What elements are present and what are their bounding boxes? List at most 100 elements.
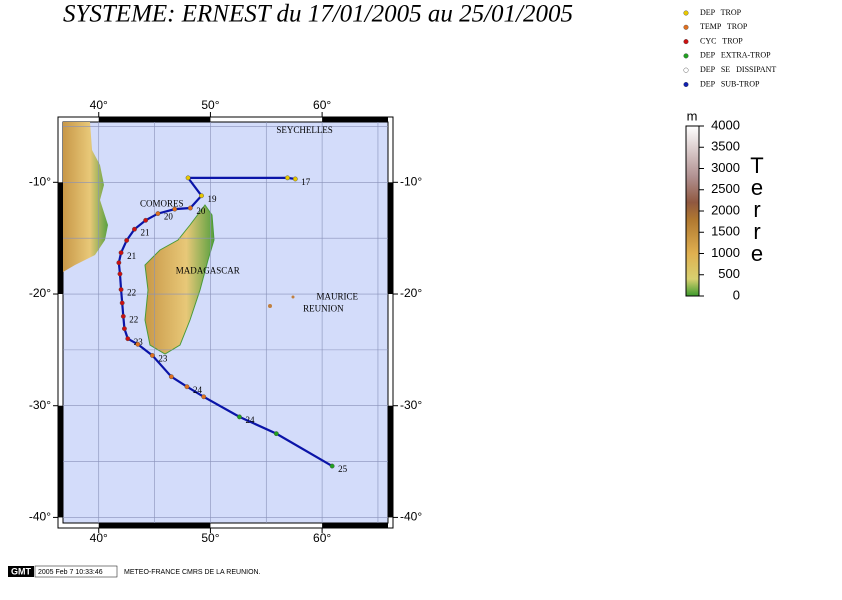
- day-label: 21: [127, 251, 136, 261]
- track-point: [116, 260, 122, 266]
- track-point: [119, 300, 125, 306]
- africa: [63, 122, 108, 272]
- colorbar-title: r: [753, 197, 760, 222]
- colorbar-label: 3500: [711, 139, 740, 154]
- legend-label: DEP SUB-TROP: [700, 79, 760, 88]
- colorbar-label: 1500: [711, 224, 740, 239]
- colorbar-label: 0: [733, 287, 740, 302]
- track-point: [329, 463, 335, 469]
- colorbar: [685, 125, 700, 297]
- frame-band: [322, 117, 388, 122]
- frame-band: [388, 182, 393, 295]
- track-point: [132, 226, 137, 232]
- colorbar-label: 500: [718, 266, 740, 281]
- track-point: [135, 341, 141, 347]
- track-point: [184, 384, 190, 390]
- track-point: [273, 431, 279, 437]
- track-point: [143, 217, 149, 223]
- island: [291, 295, 295, 299]
- legend-marker: [683, 67, 689, 73]
- map-layer: 40° 40° 50° 50° 60° 60° -10° -10° -20° -20° -30° -3…: [29, 98, 423, 545]
- legend: DEP TROP TEMP TROP CYC TROP DEP EXTRA-TROP D…: [683, 8, 776, 88]
- legend-marker: [683, 53, 689, 59]
- day-label: 21: [140, 227, 149, 237]
- frame-band: [58, 182, 63, 295]
- track-point: [187, 205, 193, 211]
- day-label: 22: [129, 314, 138, 324]
- track-point: [118, 250, 124, 256]
- lat-label: -40°: [29, 510, 51, 524]
- track-point: [285, 175, 290, 181]
- lon-label: 60°: [313, 531, 331, 545]
- track-point: [185, 175, 191, 181]
- legend-label: DEP EXTRA-TROP: [700, 51, 771, 60]
- title: SYSTEME: ERNEST du 17/01/2005 au 25/01/2…: [63, 1, 573, 28]
- colorbar-label: 4000: [711, 117, 740, 132]
- colorbar-title: e: [751, 175, 763, 200]
- place-label: REUNION: [303, 304, 344, 314]
- day-label: 24: [193, 385, 203, 395]
- logo: GMT: [11, 566, 31, 576]
- colorbar-title: r: [753, 219, 760, 244]
- colorbar-label: 2000: [711, 202, 740, 217]
- colorbar-label: 3000: [711, 160, 740, 175]
- track-point: [199, 193, 204, 199]
- land: [63, 122, 295, 355]
- frame-band: [388, 405, 393, 518]
- day-label: 20: [164, 212, 174, 222]
- day-label: 24: [245, 415, 255, 425]
- legend-marker: [683, 39, 689, 45]
- track-point: [172, 206, 178, 212]
- logo-box: [8, 566, 34, 577]
- lon-label: 40°: [90, 98, 108, 112]
- legend-marker: [683, 81, 689, 87]
- track-point: [201, 394, 207, 400]
- day-label: 22: [127, 288, 136, 298]
- track-point: [155, 211, 161, 216]
- lat-label: -40°: [400, 510, 422, 524]
- lat-label: -30°: [29, 398, 51, 412]
- day-label: 17: [301, 177, 311, 187]
- credit: METEO-FRANCE CMRS DE LA REUNION.: [124, 569, 261, 576]
- colorbar-unit: m: [687, 108, 698, 123]
- legend-marker: [683, 24, 689, 30]
- legend-label: TEMP TROP: [700, 22, 748, 31]
- colorbar-label: 2500: [711, 181, 740, 196]
- track-point: [168, 374, 174, 380]
- track-point: [117, 271, 123, 277]
- frame-band: [98, 117, 211, 122]
- lon-label: 60°: [313, 98, 331, 112]
- track-point: [124, 238, 130, 243]
- track-point: [118, 287, 124, 292]
- track-point: [120, 313, 126, 319]
- colorbar-title: e: [751, 241, 763, 266]
- island: [268, 304, 272, 308]
- track-point: [292, 176, 298, 182]
- date: 2005 Feb 7 10:33:46: [38, 569, 103, 576]
- lat-label: -10°: [29, 174, 51, 188]
- legend-marker: [683, 10, 689, 16]
- colorbar-label: 1000: [711, 245, 740, 260]
- frame-band: [322, 523, 388, 528]
- lon-label: 50°: [201, 98, 219, 112]
- lat-label: -30°: [400, 398, 422, 412]
- place-label: COMORES: [140, 199, 184, 209]
- lon-label: 40°: [90, 531, 108, 545]
- day-label: 23: [134, 337, 144, 347]
- frame-band: [98, 523, 211, 528]
- track-point: [237, 414, 242, 420]
- legend-label: DEP TROP: [700, 8, 742, 17]
- legend-label: DEP SE DISSIPANT: [700, 65, 776, 74]
- track: [117, 176, 333, 467]
- track-point: [122, 326, 127, 332]
- colorbar-title: T: [750, 153, 763, 178]
- frame-band: [58, 405, 63, 518]
- place-label: SEYCHELLES: [276, 125, 333, 135]
- ocean: [62, 121, 389, 524]
- lon-label: 50°: [201, 531, 219, 545]
- date-box: [34, 565, 118, 578]
- track-point: [149, 353, 155, 358]
- track-point: [125, 336, 131, 342]
- place-label: MAURICE: [317, 291, 359, 301]
